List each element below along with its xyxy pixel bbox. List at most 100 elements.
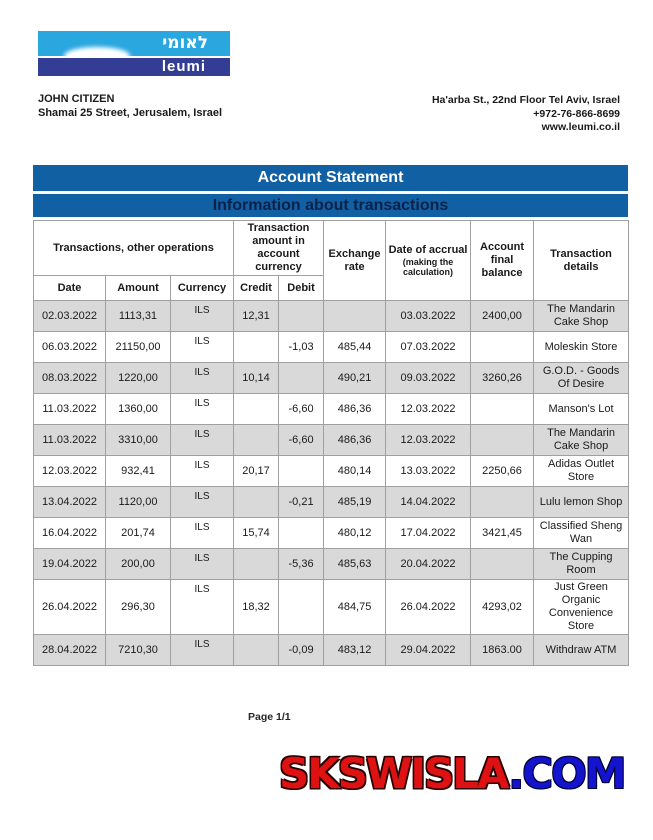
customer-name: JOHN CITIZEN [38,93,115,105]
currency-cell: ILS [169,517,235,549]
header-date: Date [33,275,106,301]
credit-cell: 20,17 [233,455,280,487]
details-cell: Lulu lemon Shop [533,486,630,518]
amount-cell: 296,30 [105,579,171,635]
balance-cell: 3421,45 [470,517,535,549]
credit-cell [233,393,280,425]
currency-cell: ILS [169,634,235,666]
amount-cell: 201,74 [105,517,171,549]
credit-cell: 12,31 [233,300,280,332]
header-accrual-date-main: Date of accrual [388,244,468,256]
accrual-date-cell: 07.03.2022 [385,331,472,363]
exchange-rate-cell: 484,75 [323,579,387,635]
amount-cell: 21150,00 [105,331,171,363]
cloud-shape-icon [64,47,130,56]
accrual-date-cell: 09.03.2022 [385,362,472,394]
date-cell: 02.03.2022 [33,300,106,332]
date-cell: 19.04.2022 [33,548,106,580]
debit-cell: -6,60 [278,424,325,456]
amount-cell: 7210,30 [105,634,171,666]
balance-cell: 4293,02 [470,579,535,635]
details-cell: Adidas Outlet Store [533,455,630,487]
date-cell: 26.04.2022 [33,579,106,635]
debit-cell [278,579,325,635]
table-row: 08.03.2022 1220,00 ILS 10,14 490,21 09.03.202… [33,362,630,394]
currency-cell: ILS [169,300,235,332]
credit-cell [233,424,280,456]
amount-cell: 3310,00 [105,424,171,456]
date-cell: 16.04.2022 [33,517,106,549]
header-accrual-date-note: (making the calculation) [402,257,454,277]
accrual-date-cell: 14.04.2022 [385,486,472,518]
balance-cell [470,424,535,456]
balance-cell [470,393,535,425]
header-transaction-details: Transaction details [533,220,630,301]
header-currency: Currency [169,275,235,301]
header-debit: Debit [278,275,325,301]
amount-cell: 200,00 [105,548,171,580]
page-number: Page 1/1 [248,711,291,723]
amount-cell: 1360,00 [105,393,171,425]
details-cell: G.O.D. - Goods Of Desire [533,362,630,394]
currency-cell: ILS [169,393,235,425]
currency-cell: ILS [169,486,235,518]
debit-cell: -5,36 [278,548,325,580]
exchange-rate-cell: 490,21 [323,362,387,394]
date-cell: 08.03.2022 [33,362,106,394]
leumi-logo-hebrew-band: לאומי [38,31,230,56]
currency-cell: ILS [169,331,235,363]
credit-cell: 10,14 [233,362,280,394]
table-row: 28.04.2022 7210,30 ILS -0,09 483,12 29.04.202… [33,634,630,666]
balance-cell [470,486,535,518]
bank-contact-block: Ha'arba St., 22nd Floor Tel Aviv, Israel… [432,94,620,135]
transactions-body: 02.03.2022 1113,31 ILS 12,31 03.03.2022 2400,… [33,300,630,666]
statement-title: Account Statement [33,165,628,191]
accrual-date-cell: 03.03.2022 [385,300,472,332]
details-cell: The Cupping Room [533,548,630,580]
exchange-rate-cell: 485,19 [323,486,387,518]
leumi-logo-latin-band: leumi [38,58,230,76]
balance-cell: 1863.00 [470,634,535,666]
details-cell: Moleskin Store [533,331,630,363]
details-cell: The Mandarin Cake Shop [533,300,630,332]
amount-cell: 1120,00 [105,486,171,518]
table-row: 12.03.2022 932,41 ILS 20,17 480,14 13.03.2022… [33,455,630,487]
debit-cell [278,517,325,549]
table-row: 26.04.2022 296,30 ILS 18,32 484,75 26.04.2022… [33,579,630,635]
debit-cell: -0,09 [278,634,325,666]
details-cell: Withdraw ATM [533,634,630,666]
leumi-logo: לאומי leumi [38,31,230,76]
bank-phone: +972-76-866-8699 [533,107,620,120]
date-cell: 12.03.2022 [33,455,106,487]
date-cell: 06.03.2022 [33,331,106,363]
debit-cell: -6,60 [278,393,325,425]
bank-website: www.leumi.co.il [541,121,620,133]
customer-block: JOHN CITIZEN Shamai 25 Street, Jerusalem… [38,92,222,120]
header-amount-in-currency: Transaction amount in account currency [233,220,325,276]
amount-cell: 1220,00 [105,362,171,394]
table-row: 11.03.2022 3310,00 ILS -6,60 486,36 12.03.202… [33,424,630,456]
debit-cell [278,362,325,394]
exchange-rate-cell: 480,12 [323,517,387,549]
details-cell: Manson's Lot [533,393,630,425]
date-cell: 11.03.2022 [33,424,106,456]
exchange-rate-cell: 486,36 [323,393,387,425]
currency-cell: ILS [169,362,235,394]
accrual-date-cell: 12.03.2022 [385,393,472,425]
date-cell: 28.04.2022 [33,634,106,666]
credit-cell: 18,32 [233,579,280,635]
balance-cell: 2400,00 [470,300,535,332]
amount-cell: 1113,31 [105,300,171,332]
transactions-table: Transactions, other operations Transacti… [32,220,630,666]
header-operations: Transactions, other operations [32,220,235,276]
exchange-rate-cell: 486,36 [323,424,387,456]
header-amount: Amount [105,275,171,301]
debit-cell [278,300,325,332]
details-cell: The Mandarin Cake Shop [533,424,630,456]
date-cell: 13.04.2022 [33,486,106,518]
details-cell: Classified Sheng Wan [533,517,630,549]
balance-cell [470,331,535,363]
accrual-date-cell: 26.04.2022 [385,579,472,635]
table-row: 02.03.2022 1113,31 ILS 12,31 03.03.2022 2400,… [33,300,630,332]
accrual-date-cell: 12.03.2022 [385,424,472,456]
